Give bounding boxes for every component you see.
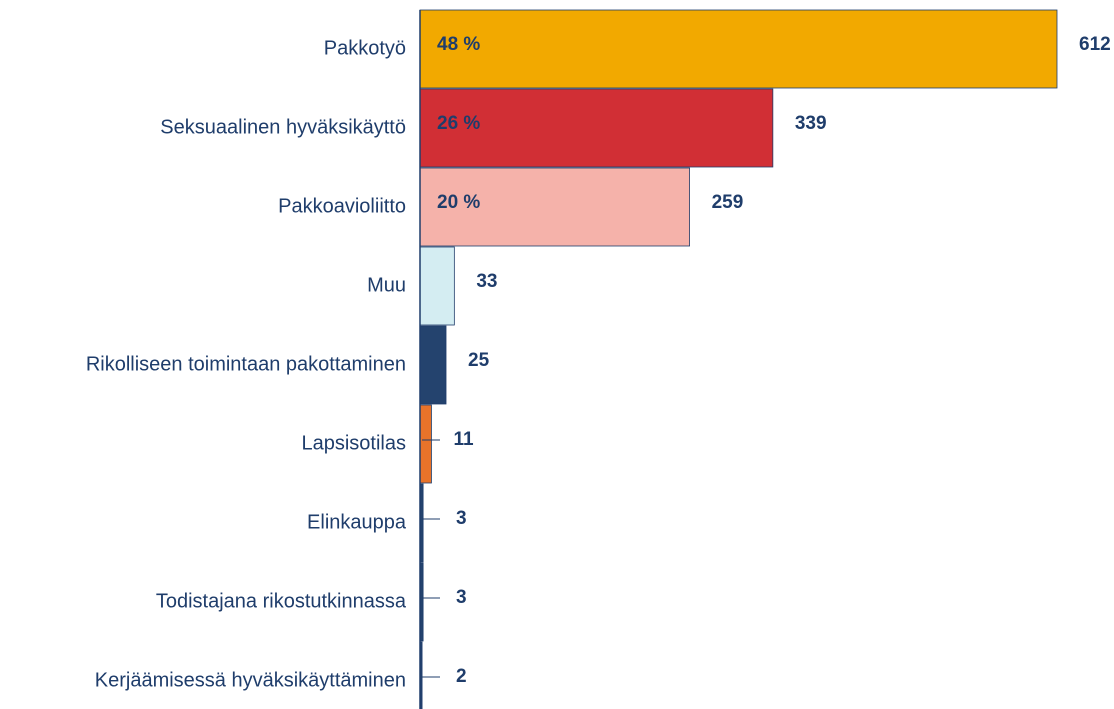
value-label: 25 bbox=[468, 350, 490, 371]
bar bbox=[419, 246, 455, 326]
category-label: Rikolliseen toimintaan pakottaminen bbox=[86, 353, 406, 375]
bar bbox=[419, 9, 1058, 89]
percent-label: 20 % bbox=[437, 192, 480, 213]
value-label: 3 bbox=[456, 587, 467, 608]
category-label: Kerjäämisessä hyväksikäyttäminen bbox=[95, 669, 406, 691]
percent-label: 48 % bbox=[437, 34, 480, 55]
value-label: 339 bbox=[795, 113, 827, 134]
category-label: Seksuaalinen hyväksikäyttö bbox=[160, 116, 406, 138]
value-label: 33 bbox=[476, 271, 497, 292]
value-label: 11 bbox=[453, 429, 474, 450]
category-label: Todistajana rikostutkinnassa bbox=[156, 590, 407, 612]
category-label: Muu bbox=[367, 274, 406, 296]
category-label: Pakkoavioliitto bbox=[278, 195, 406, 217]
bar bbox=[419, 88, 774, 168]
value-label: 3 bbox=[456, 508, 467, 529]
bar bbox=[419, 167, 690, 247]
value-label: 612 bbox=[1079, 34, 1111, 55]
category-label: Lapsisotilas bbox=[301, 432, 406, 454]
bar bbox=[419, 404, 432, 484]
value-label: 259 bbox=[712, 192, 744, 213]
category-label: Elinkauppa bbox=[307, 511, 407, 533]
value-label: 2 bbox=[456, 666, 467, 687]
percent-label: 26 % bbox=[437, 113, 480, 134]
category-label: Pakkotyö bbox=[324, 37, 406, 59]
bar bbox=[419, 325, 447, 405]
